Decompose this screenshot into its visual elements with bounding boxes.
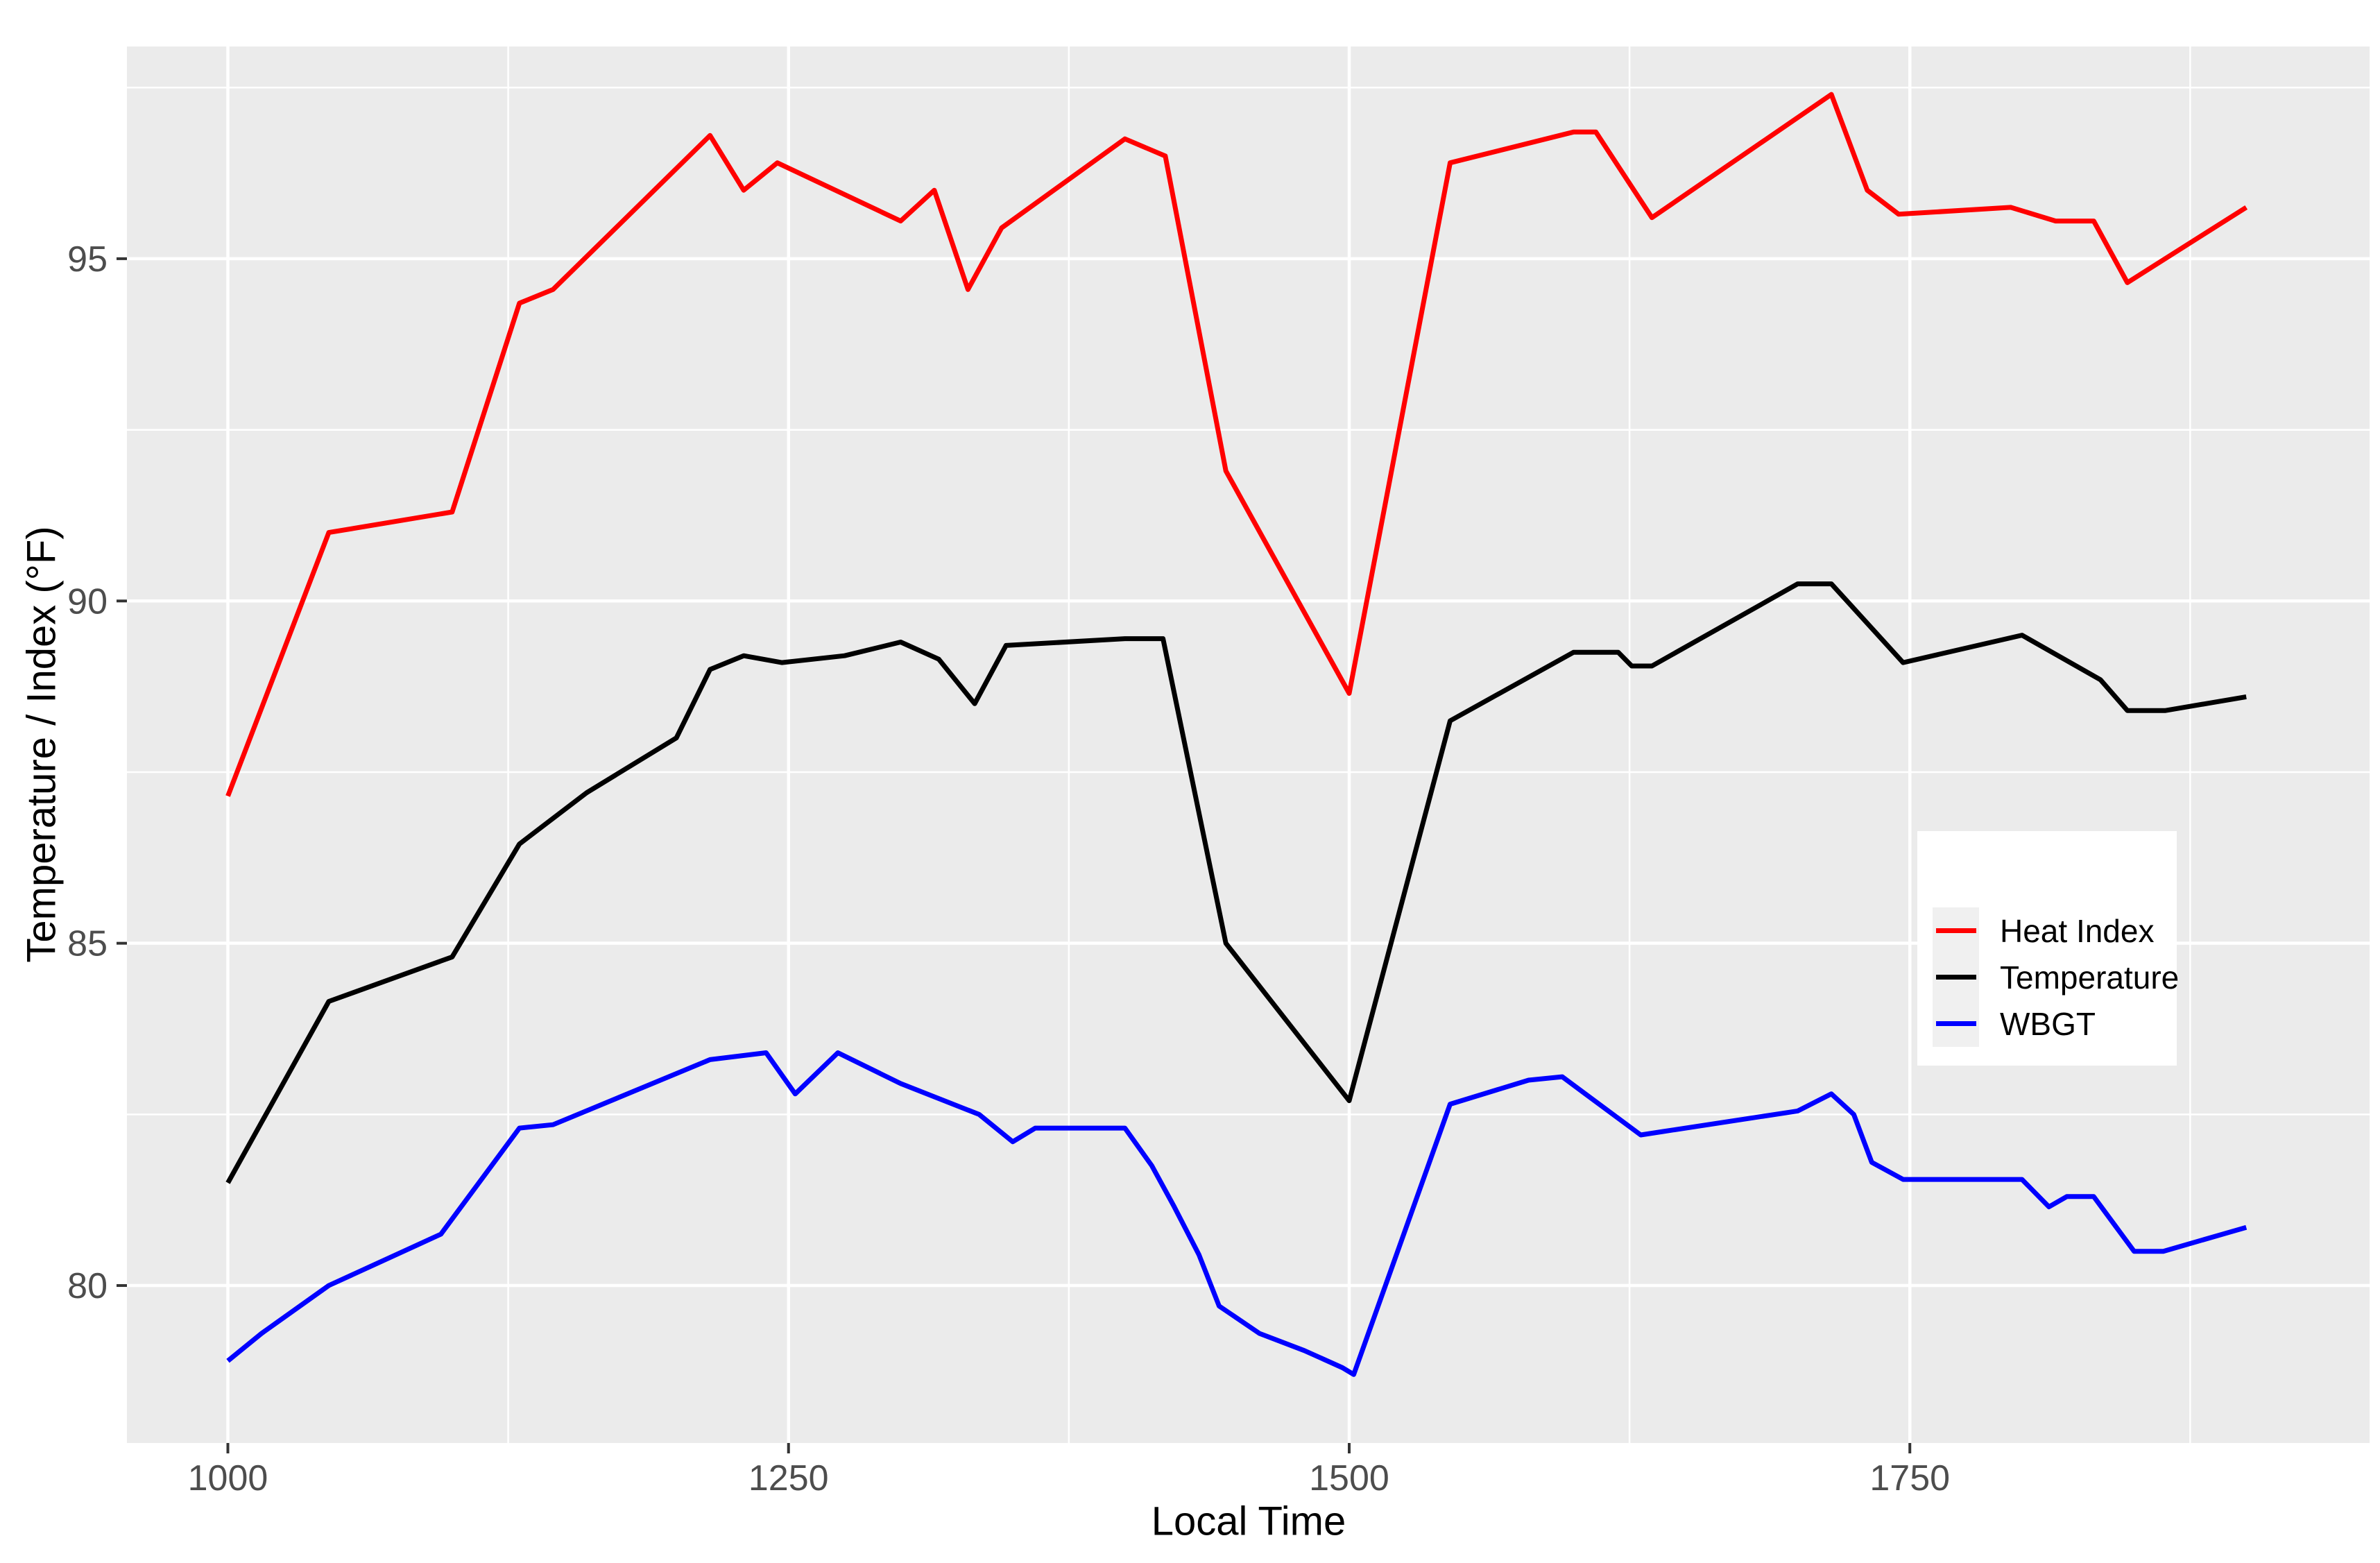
temperature-line-sample: [1935, 975, 1976, 980]
heat-index-line: [225, 92, 2248, 797]
y-tick-label: 90: [67, 581, 108, 622]
y-axis-title: Temperature / Index (°F): [19, 526, 65, 963]
legend-item-heat-index: Heat Index: [1917, 907, 2177, 954]
legend: Heat Index Temperature WBGT: [1917, 831, 2180, 1066]
wbgt-line: [226, 1050, 2248, 1377]
legend-item-temperature: Temperature: [1917, 954, 2180, 1000]
x-tick-label: 1000: [188, 1458, 268, 1498]
temperature-line: [225, 581, 2247, 1184]
panel-background: [127, 46, 2370, 1443]
x-tick-label: 1750: [1869, 1458, 1950, 1498]
legend-key-swatch: [1933, 907, 1979, 954]
wbgt-line-sample: [1935, 1021, 1976, 1026]
y-tick-label: 95: [67, 239, 108, 280]
y-tick-label: 80: [67, 1266, 108, 1306]
x-axis-title: Local Time: [1151, 1498, 1346, 1544]
heat-index-line-sample: [1935, 928, 1976, 933]
x-tick-label: 1250: [748, 1458, 829, 1498]
legend-item-wbgt: WBGT: [1917, 1000, 2177, 1047]
y-tick-label: 85: [67, 924, 108, 964]
legend-key-swatch: [1933, 954, 1979, 1000]
legend-label: Temperature: [2000, 959, 2180, 996]
x-tick-label: 1500: [1309, 1458, 1389, 1498]
legend-label: Heat Index: [2000, 912, 2155, 949]
legend-key-swatch: [1933, 1000, 1979, 1047]
legend-label: WBGT: [2000, 1005, 2096, 1042]
